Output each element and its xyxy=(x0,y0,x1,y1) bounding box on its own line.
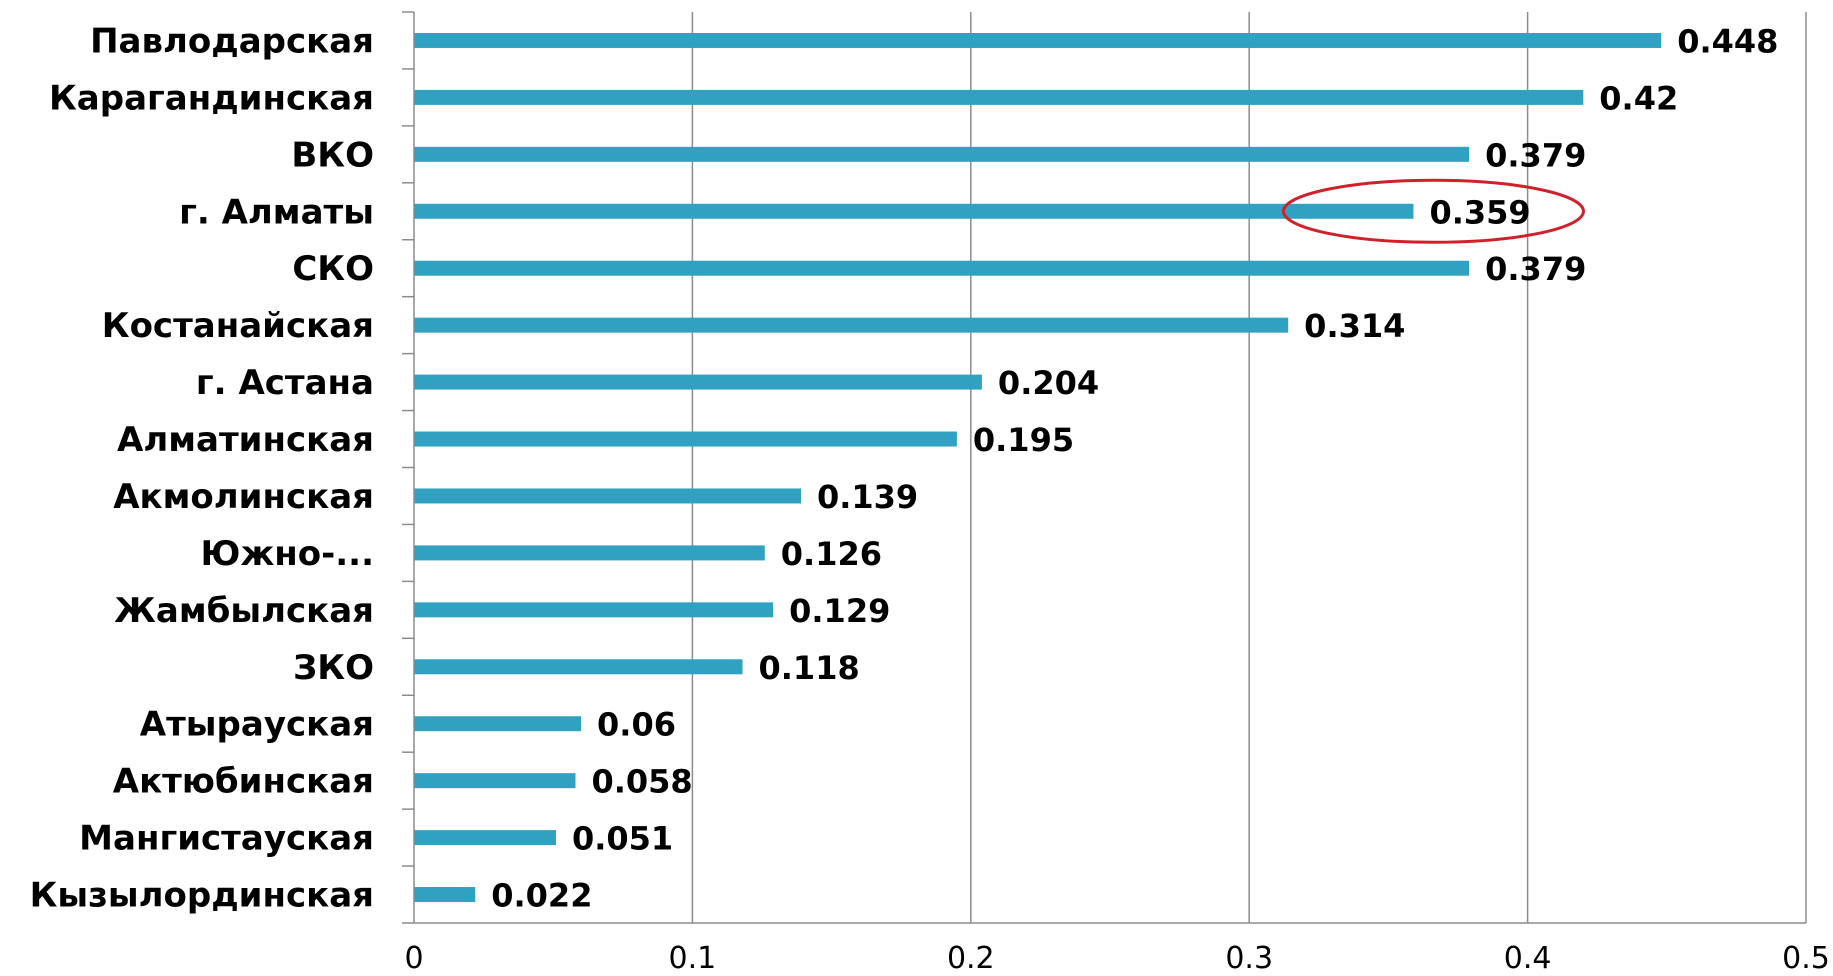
value-label: 0.359 xyxy=(1429,193,1530,231)
category-label: Павлодарская xyxy=(90,21,374,61)
category-label: Акмолинская xyxy=(113,477,374,517)
bar xyxy=(414,602,774,618)
category-label: ЗКО xyxy=(293,648,374,688)
value-label: 0.022 xyxy=(491,877,592,915)
bar xyxy=(414,659,743,675)
bar xyxy=(414,716,582,732)
bar xyxy=(414,317,1289,333)
bar xyxy=(414,545,765,561)
value-label: 0.379 xyxy=(1485,250,1586,288)
category-label: Атырауская xyxy=(140,705,374,745)
x-tick-label: 0.3 xyxy=(1225,941,1273,976)
bar-layer xyxy=(414,32,1662,903)
value-label: 0.448 xyxy=(1677,22,1778,60)
category-label: Мангистауская xyxy=(79,819,374,859)
bar xyxy=(414,32,1662,48)
category-label: Алматинская xyxy=(117,420,374,460)
x-tick-label: 0.2 xyxy=(947,941,995,976)
value-label: 0.379 xyxy=(1485,136,1586,174)
grid-layer xyxy=(691,12,1807,923)
category-label: Актюбинская xyxy=(113,762,374,802)
value-label: 0.126 xyxy=(781,535,882,573)
category-label: г. Астана xyxy=(196,363,374,403)
category-label: Костанайская xyxy=(102,306,374,346)
bar xyxy=(414,374,982,390)
category-label: ВКО xyxy=(291,135,374,175)
label-layer: 0 0.1 0.2 0.3 0.4 0.5 Павлодарская 0.448 Караган… xyxy=(30,21,1830,976)
x-tick-label: 0.1 xyxy=(669,941,717,976)
bar xyxy=(414,830,556,846)
x-tick-label: 0.4 xyxy=(1504,941,1552,976)
bar xyxy=(414,773,576,789)
axis-layer xyxy=(402,11,1806,924)
value-label: 0.129 xyxy=(789,592,890,630)
bar xyxy=(414,431,957,447)
bar xyxy=(414,887,476,903)
category-label: г. Алматы xyxy=(179,192,374,232)
bar xyxy=(414,488,801,504)
value-label: 0.204 xyxy=(998,364,1099,402)
bar xyxy=(414,203,1414,219)
value-label: 0.06 xyxy=(597,706,676,744)
category-label: Жамбылская xyxy=(114,591,374,631)
value-label: 0.195 xyxy=(973,421,1074,459)
category-label: СКО xyxy=(292,249,374,289)
value-label: 0.058 xyxy=(591,763,692,801)
value-label: 0.051 xyxy=(572,820,673,858)
value-label: 0.42 xyxy=(1599,79,1678,117)
category-label: Кызылординская xyxy=(30,876,374,916)
value-label: 0.139 xyxy=(817,478,918,516)
bar xyxy=(414,89,1584,105)
x-tick-label: 0 xyxy=(404,941,423,976)
highlight-ellipse xyxy=(1281,178,1585,244)
bar xyxy=(414,146,1470,162)
value-label: 0.314 xyxy=(1304,307,1405,345)
bar xyxy=(414,260,1470,276)
annotation-layer xyxy=(1281,178,1585,244)
value-label: 0.118 xyxy=(759,649,860,687)
category-label: Южно-... xyxy=(201,534,374,574)
x-tick-label: 0.5 xyxy=(1782,941,1830,976)
category-label: Карагандинская xyxy=(49,78,374,118)
